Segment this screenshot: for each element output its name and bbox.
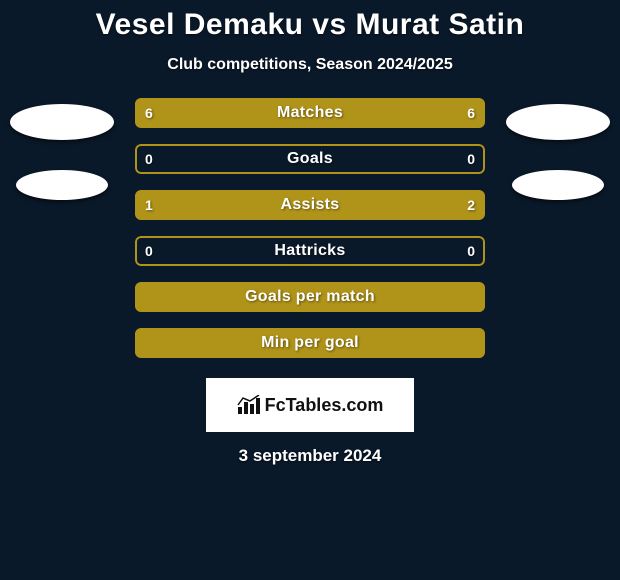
logo-box: FcTables.com <box>206 378 414 432</box>
bar-row: Matches66 <box>135 98 485 128</box>
subtitle: Club competitions, Season 2024/2025 <box>0 56 620 74</box>
bar-value-left: 0 <box>145 243 153 259</box>
comparison-bars: Matches66Goals00Assists12Hattricks00Goal… <box>135 98 485 358</box>
bar-row: Assists12 <box>135 190 485 220</box>
player-avatar-right-bottom <box>512 170 604 200</box>
bar-value-left: 0 <box>145 151 153 167</box>
right-avatar-column <box>503 98 613 200</box>
bar-value-left: 6 <box>145 105 153 121</box>
date-label: 3 september 2024 <box>0 446 620 466</box>
left-avatar-column <box>7 98 117 200</box>
bar-row: Goals per match <box>135 282 485 312</box>
comparison-infographic: Vesel Demaku vs Murat Satin Club competi… <box>0 0 620 466</box>
bar-value-right: 2 <box>467 197 475 213</box>
bar-value-left: 1 <box>145 197 153 213</box>
page-title: Vesel Demaku vs Murat Satin <box>0 8 620 42</box>
bar-row: Goals00 <box>135 144 485 174</box>
bar-row: Hattricks00 <box>135 236 485 266</box>
bar-value-right: 6 <box>467 105 475 121</box>
bar-value-right: 0 <box>467 243 475 259</box>
player-avatar-left-top <box>10 104 114 140</box>
chart-area: Matches66Goals00Assists12Hattricks00Goal… <box>0 98 620 358</box>
chart-icon <box>237 395 261 415</box>
logo-text: FcTables.com <box>265 395 384 416</box>
bar-row: Min per goal <box>135 328 485 358</box>
player-avatar-right-top <box>506 104 610 140</box>
bar-value-right: 0 <box>467 151 475 167</box>
player-avatar-left-bottom <box>16 170 108 200</box>
